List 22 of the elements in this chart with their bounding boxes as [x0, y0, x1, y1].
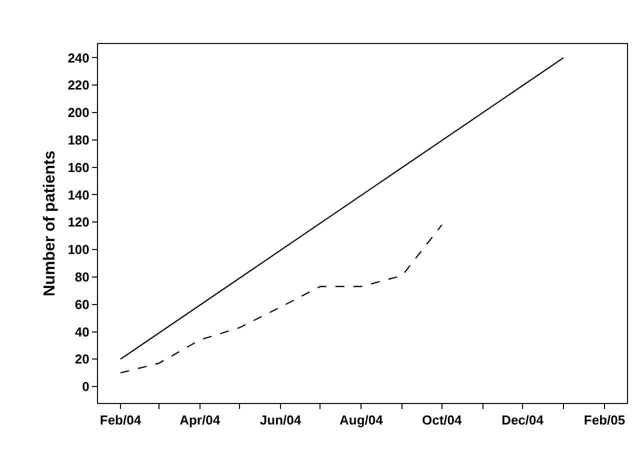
x-tick-label: Feb/05 — [584, 412, 626, 428]
y-tick-label: 0 — [82, 379, 90, 394]
x-tick-label: Oct/04 — [422, 412, 462, 428]
y-tick-label: 200 — [68, 105, 90, 120]
y-tick-label: 180 — [68, 132, 90, 148]
y-tick-label: 60 — [74, 296, 90, 312]
y-tick-label: 20 — [74, 352, 90, 367]
x-tick-label: Apr/04 — [180, 412, 221, 428]
y-tick-label: 40 — [74, 324, 90, 340]
y-tick-label: 220 — [68, 78, 90, 93]
x-tick-label: Aug/04 — [340, 412, 384, 428]
x-tick-label: Jun/04 — [260, 412, 302, 428]
y-tick-label: 240 — [68, 50, 90, 66]
x-tick-label: Feb/04 — [100, 412, 142, 428]
y-tick-label: 80 — [74, 269, 90, 284]
y-tick-label: 140 — [68, 187, 90, 202]
y-tick-label: 100 — [68, 242, 90, 258]
y-tick-label: 160 — [68, 160, 90, 175]
x-tick-label: Dec/04 — [502, 412, 544, 428]
y-axis-title: Number of patients — [42, 150, 59, 296]
line-series — [120, 224, 442, 374]
y-tick-label: 120 — [68, 214, 90, 230]
